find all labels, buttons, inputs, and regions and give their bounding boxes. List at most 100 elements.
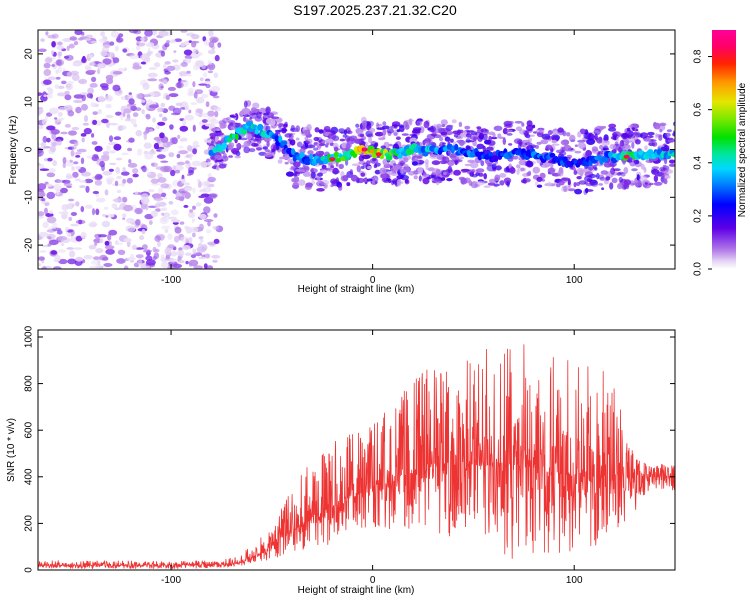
halo-blob <box>653 174 659 183</box>
noise-blob <box>198 236 204 240</box>
noise-blob <box>89 265 100 269</box>
halo-blob <box>668 164 675 167</box>
halo-blob <box>315 150 324 157</box>
halo-blob <box>444 136 451 142</box>
noise-blob <box>135 254 144 259</box>
halo-blob <box>525 124 534 132</box>
noise-blob <box>104 245 115 250</box>
halo-blob <box>417 167 424 175</box>
halo-blob <box>243 140 251 147</box>
noise-blob <box>198 256 207 260</box>
noise-blob <box>198 83 208 86</box>
halo-blob <box>524 130 529 138</box>
noise-blob <box>204 80 212 84</box>
halo-blob <box>339 138 346 142</box>
halo-blob <box>361 120 368 127</box>
noise-blob <box>72 171 79 178</box>
halo-blob <box>458 140 466 145</box>
noise-blob <box>48 87 54 95</box>
noise-blob <box>199 188 206 193</box>
noise-blob <box>130 118 137 125</box>
noise-blob <box>157 240 161 248</box>
halo-blob <box>418 175 422 182</box>
noise-blob <box>184 55 193 60</box>
halo-blob <box>561 177 571 181</box>
noise-blob <box>135 191 139 195</box>
noise-blob <box>117 249 126 255</box>
noise-blob <box>192 148 198 155</box>
noise-blob <box>101 214 107 217</box>
noise-blob <box>123 265 129 269</box>
colorbar-tick-label: 0.8 <box>693 49 704 63</box>
noise-blob <box>188 259 199 267</box>
noise-blob <box>169 258 177 263</box>
halo-blob <box>601 125 607 129</box>
halo-blob <box>567 188 576 192</box>
noise-blob <box>191 41 197 48</box>
halo-blob <box>250 108 260 113</box>
halo-blob <box>321 164 327 169</box>
noise-blob <box>175 102 183 107</box>
noise-blob <box>161 212 165 216</box>
noise-blob <box>148 67 158 70</box>
noise-blob <box>198 195 206 199</box>
noise-blob <box>73 94 84 99</box>
noise-blob <box>38 162 41 166</box>
noise-blob <box>161 192 167 198</box>
halo-blob <box>301 165 310 171</box>
halo-blob <box>234 155 241 159</box>
noise-blob <box>95 208 100 216</box>
snr-plot-area <box>38 344 675 570</box>
noise-blob <box>44 202 50 207</box>
halo-blob <box>596 137 603 144</box>
halo-blob <box>264 152 273 158</box>
noise-blob <box>110 30 119 38</box>
halo-blob <box>618 171 624 175</box>
noise-blob <box>129 54 139 60</box>
halo-blob <box>502 127 508 135</box>
noise-blob <box>62 38 72 42</box>
noise-blob <box>161 225 171 230</box>
noise-blob <box>44 57 53 64</box>
halo-blob <box>551 139 557 144</box>
noise-blob <box>38 183 47 191</box>
noise-blob <box>137 148 143 156</box>
halo-blob <box>584 175 593 183</box>
noise-blob <box>70 223 79 227</box>
noise-blob <box>197 180 202 188</box>
noise-blob <box>108 168 114 172</box>
noise-blob <box>57 51 63 57</box>
noise-blob <box>166 65 176 72</box>
noise-blob <box>48 210 54 215</box>
halo-blob <box>302 171 311 177</box>
noise-blob <box>121 96 126 100</box>
ridge-point <box>549 152 556 158</box>
noise-blob <box>118 33 124 38</box>
halo-blob <box>602 145 609 151</box>
ridge-point <box>234 133 239 141</box>
noise-blob <box>167 216 178 220</box>
noise-blob <box>115 242 124 245</box>
noise-blob <box>162 63 167 69</box>
noise-blob <box>154 62 161 68</box>
noise-blob <box>190 226 199 233</box>
halo-blob <box>443 171 447 175</box>
y-tick-label: 1000 <box>24 325 35 348</box>
halo-blob <box>360 172 366 177</box>
noise-blob <box>184 58 192 64</box>
noise-blob <box>214 54 220 62</box>
noise-blob <box>92 190 100 195</box>
noise-blob <box>57 112 63 117</box>
noise-blob <box>71 126 80 131</box>
noise-blob <box>105 176 115 183</box>
noise-blob <box>136 40 140 46</box>
noise-blob <box>78 78 88 85</box>
halo-blob <box>374 169 381 175</box>
y-tick-label: 800 <box>24 375 35 392</box>
noise-blob <box>68 130 77 136</box>
noise-blob <box>184 187 193 192</box>
noise-blob <box>66 247 74 250</box>
halo-blob <box>647 131 655 136</box>
noise-blob <box>178 145 184 149</box>
noise-blob <box>141 229 146 235</box>
